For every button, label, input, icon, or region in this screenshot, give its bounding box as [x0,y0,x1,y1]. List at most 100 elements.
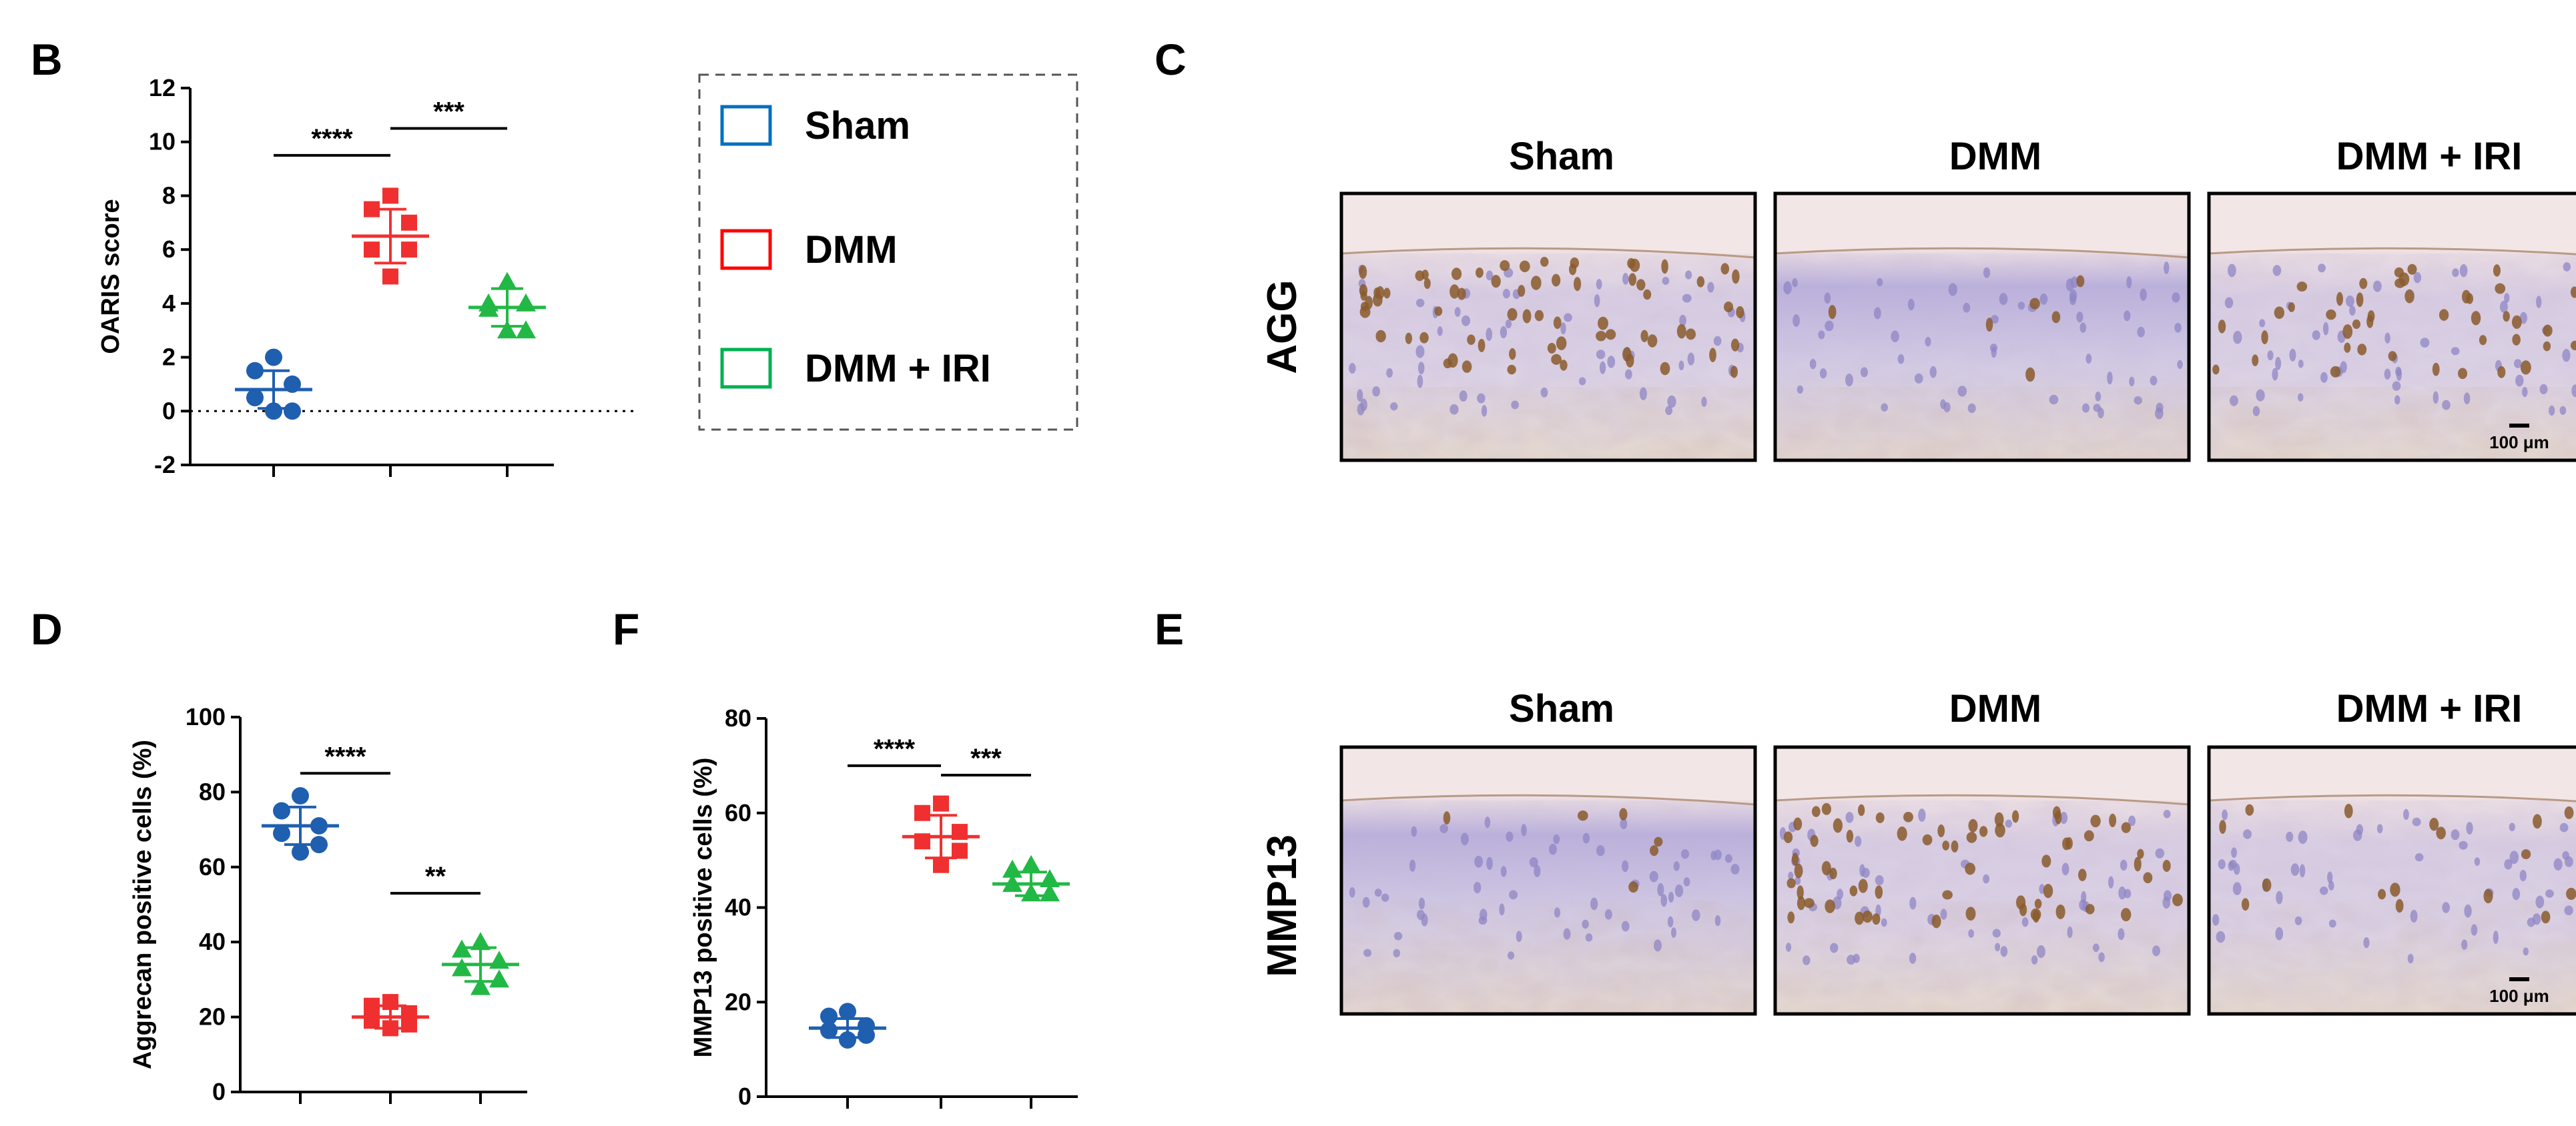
chart-b-point-sham [246,389,264,407]
micrograph-frame [2207,191,2576,462]
chart-b-significance-label: **** [311,124,353,153]
chart-b-point-dmm [401,241,417,258]
column-header-dmm-bottom: DMM [1949,687,2042,730]
legend-label-dmm: DMM [805,228,898,271]
chart-b-point-dmm-iri [516,320,536,339]
chart-d-point-dmm-iri [489,951,509,969]
chart-b-point-sham [246,362,264,380]
chart-f-y-tick-label: 60 [725,799,751,826]
chart-f-y-tick-label: 80 [725,704,751,732]
chart-d-point-sham [292,787,309,805]
legend-label-sham: Sham [805,104,910,147]
micrograph-frame [1339,745,1757,1016]
chart-b-point-sham [284,402,301,420]
chart-f-y-axis-label: MMP13 positive cells (%) [689,758,717,1058]
chart-b-point-dmm [364,241,380,258]
legend: Sham DMM DMM + IRI [698,73,1078,431]
chart-d-significance-label: **** [324,742,366,771]
chart-b-y-tick-label: 12 [149,74,176,101]
chart-f-point-dmm-iri [1002,859,1022,878]
micrograph-frame [1773,745,2191,1016]
panel-letter-f: F [613,604,639,654]
legend-swatch-dmm [720,229,772,270]
chart-b-point-dmm [364,201,380,217]
chart-b-point-dmm-iri [497,271,517,290]
chart-f-significance-label: **** [874,734,916,764]
column-header-dmm-iri-top: DMM + IRI [2336,135,2523,178]
chart-f-point-sham [839,1003,856,1021]
chart-d-y-tick-label: 100 [186,703,226,730]
chart-d-point-dmm-iri [452,958,472,977]
chart-d-y-tick-label: 40 [199,928,226,955]
chart-b-point-dmm-iri [478,298,499,317]
chart-f-y-tick-label: 40 [725,894,751,921]
chart-d-point-dmm [364,997,380,1014]
chart-b-y-axis-label: OARIS score [97,199,125,354]
chart-f-point-dmm [914,833,930,850]
chart-f-point-dmm [933,857,949,873]
chart-f-point-dmm [952,842,968,859]
chart-d-point-sham [273,802,290,820]
column-header-sham-top: Sham [1509,135,1614,178]
chart-b-point-sham [265,348,282,366]
scale-bar-label-agg: 100 μm [2489,432,2549,452]
chart-d-point-sham [292,843,309,861]
micrograph-frame [1773,191,2191,462]
scale-bar-label-mmp13: 100 μm [2489,986,2549,1006]
chart-d-y-tick-label: 0 [212,1078,226,1105]
chart-b-y-tick-label: -2 [154,451,176,478]
row-label-mmp13: MMP13 [1259,834,1305,977]
chart-d-point-sham [310,836,328,854]
micrograph-agg-dmm-iri [2207,191,2576,462]
panel-letter-b: B [31,35,63,84]
chart-f-point-dmm-iri [1040,869,1060,887]
chart-d-y-tick-label: 20 [199,1003,226,1031]
chart-f-point-dmm-iri [1002,874,1022,893]
legend-frame [698,73,1078,431]
chart-f-point-dmm-iri [1021,883,1041,902]
chart-d-y-tick-label: 80 [199,778,226,805]
column-header-dmm-top: DMM [1949,135,2042,178]
chart-b-y-tick-label: 6 [162,235,176,263]
chart-b-point-dmm-iri [497,320,517,339]
panel-letter-c: C [1155,35,1187,84]
chart-d-point-dmm [382,994,398,1011]
legend-swatch-sham [720,105,772,146]
row-label-agg: AGG [1259,279,1305,374]
chart-b-point-dmm [382,268,398,285]
chart-b-significance-label: *** [433,97,464,127]
chart-b-point-dmm [382,187,398,204]
micrograph-agg-dmm [1773,191,2191,462]
chart-d-significance-label: ** [425,862,446,891]
chart-d-point-dmm-iri [452,939,472,958]
chart-d-y-axis-label: Aggrecan positive cells (%) [129,740,157,1069]
chart-b-y-tick-label: 8 [162,181,176,209]
column-header-dmm-iri-bottom: DMM + IRI [2336,687,2523,730]
scale-bar-mmp13: 100 μm [2489,977,2549,1006]
micrograph-frame [1339,191,1757,462]
chart-d-point-dmm [382,1020,398,1037]
chart-f-significance-label: *** [970,744,1002,773]
chart-f-point-sham [839,1031,856,1049]
panel-letter-e: E [1155,604,1184,654]
micrograph-mmp13-dmm-iri [2207,745,2576,1016]
chart-f-point-sham [820,1021,838,1039]
chart-b-point-sham [284,375,301,393]
chart-d-point-dmm-iri [470,932,491,951]
chart-aggrecan-positive: 0 20 40 60 80 100 Aggrecan positive cells (%) *… [129,703,527,1105]
chart-d-point-sham [310,816,328,834]
column-header-sham-bottom: Sham [1509,687,1614,730]
micrograph-grid [1339,191,2576,1016]
chart-b-y-tick-label: 10 [149,128,176,155]
micrograph-frame [2207,745,2576,1016]
chart-d-point-sham [273,824,290,842]
chart-f-point-dmm [933,795,949,812]
chart-d-point-dmm-iri [489,969,509,988]
chart-f-point-dmm-iri [1040,883,1060,902]
chart-b-point-sham [265,402,282,420]
chart-f-point-sham [820,1007,838,1025]
chart-f-y-tick-label: 20 [725,988,751,1015]
